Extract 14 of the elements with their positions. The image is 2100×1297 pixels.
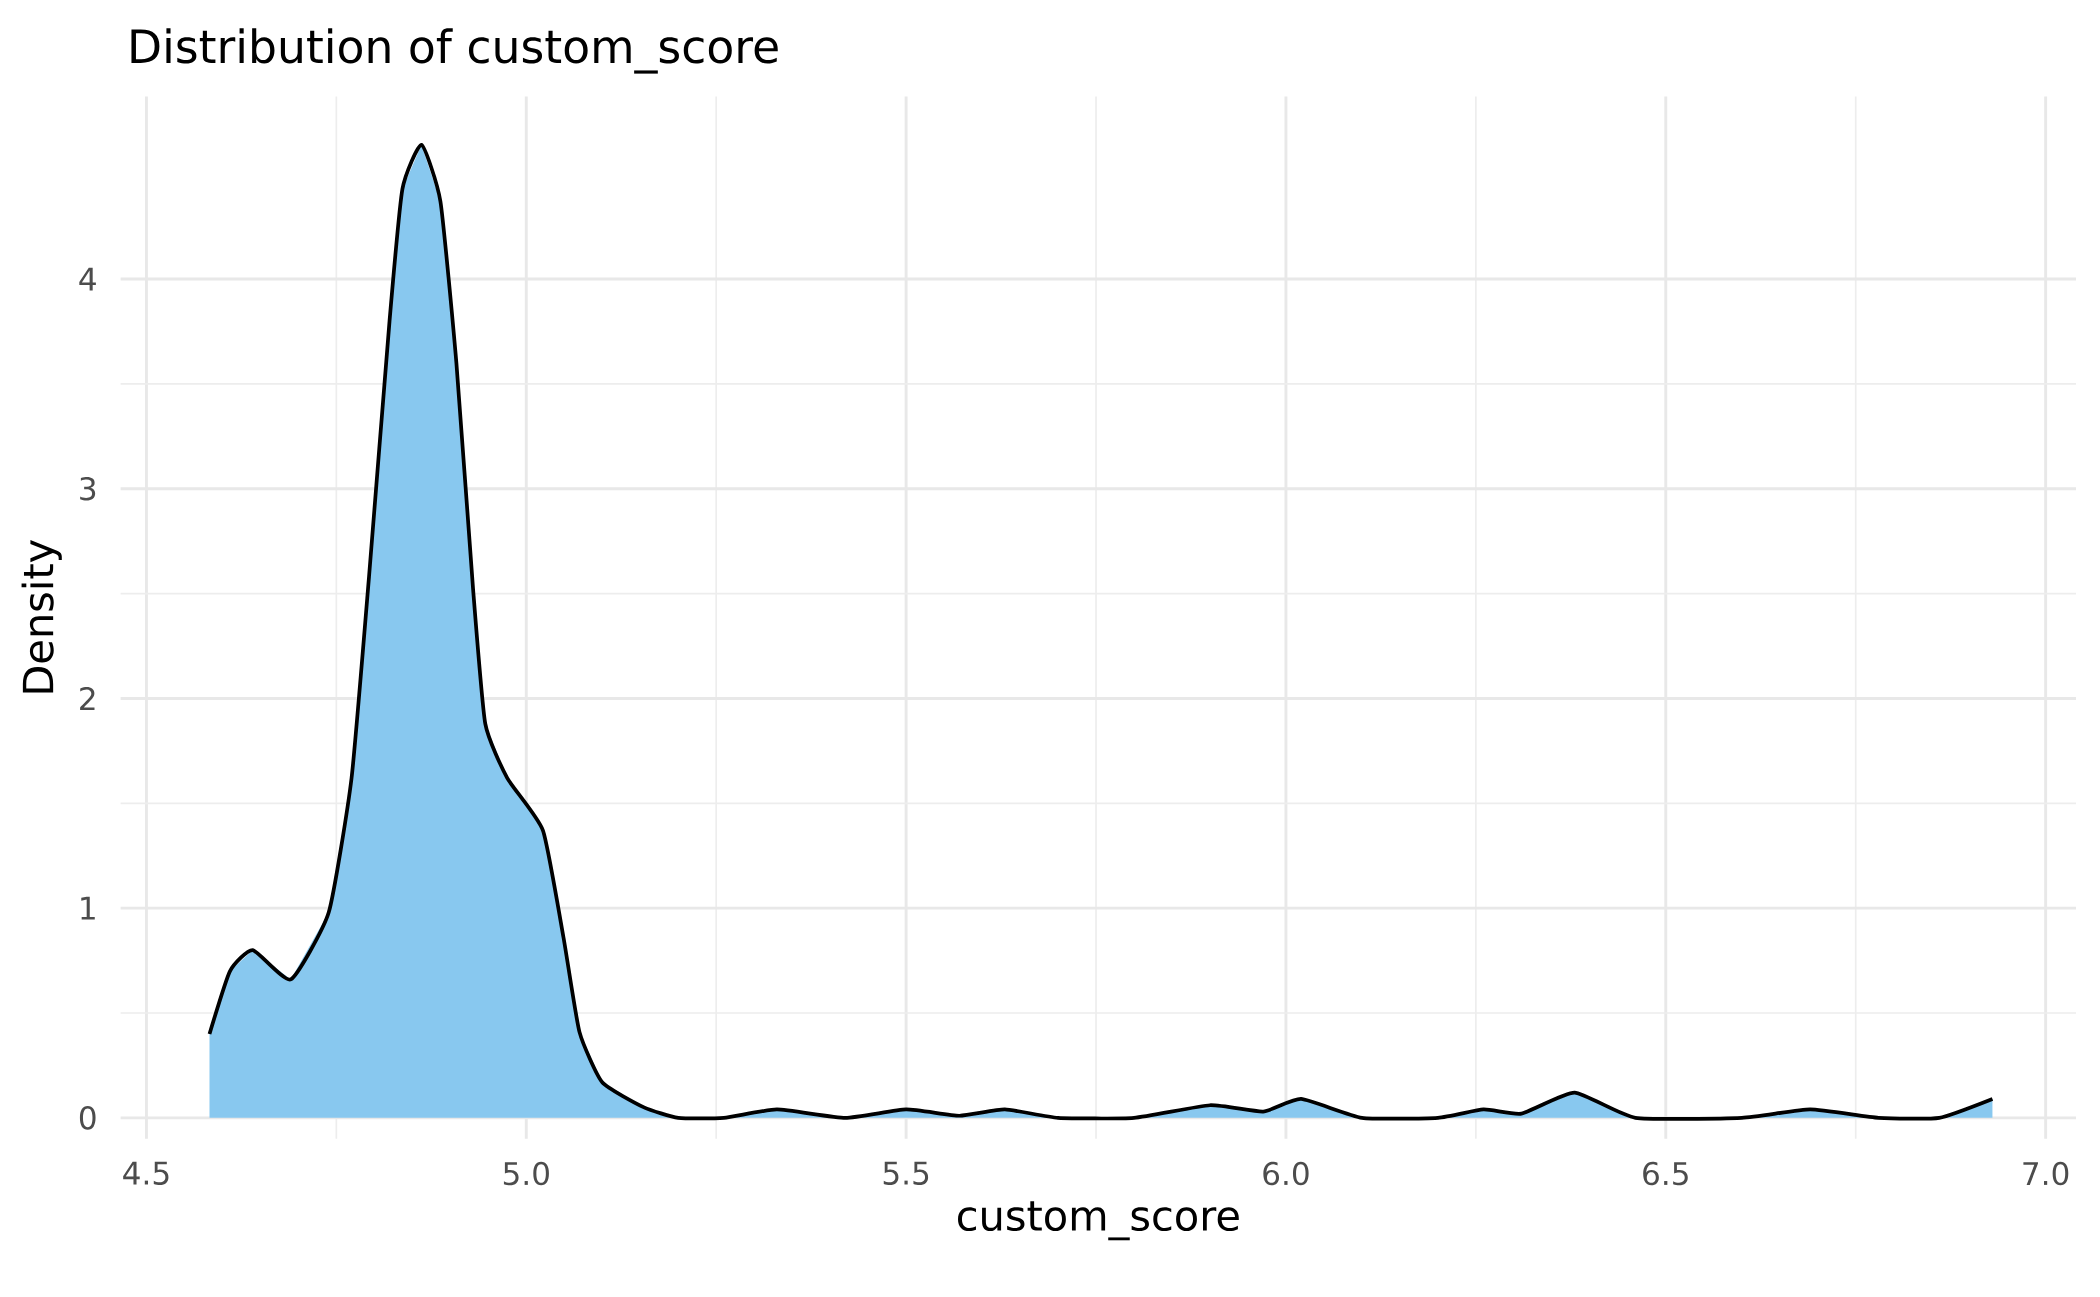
y-axis-title: Density bbox=[21, 540, 62, 693]
x-tick-label: 4.5 bbox=[123, 1161, 169, 1185]
y-tick-label: 1 bbox=[81, 896, 95, 920]
x-tick-label: 6.5 bbox=[1643, 1161, 1688, 1186]
x-tick-label: 6.0 bbox=[1263, 1161, 1309, 1186]
y-tick-label: 0 bbox=[79, 1106, 96, 1130]
x-axis-title: custom_score bbox=[958, 1201, 1239, 1241]
x-tick-label: 5.5 bbox=[883, 1161, 929, 1185]
x-tick-label: 7.0 bbox=[2023, 1161, 2069, 1186]
chart-title: Distribution of custom_score bbox=[131, 28, 778, 74]
y-tick-label: 4 bbox=[79, 267, 96, 291]
x-tick-label: 5.0 bbox=[503, 1161, 549, 1186]
y-tick-label: 2 bbox=[80, 686, 95, 711]
y-tick-label: 3 bbox=[80, 477, 96, 501]
